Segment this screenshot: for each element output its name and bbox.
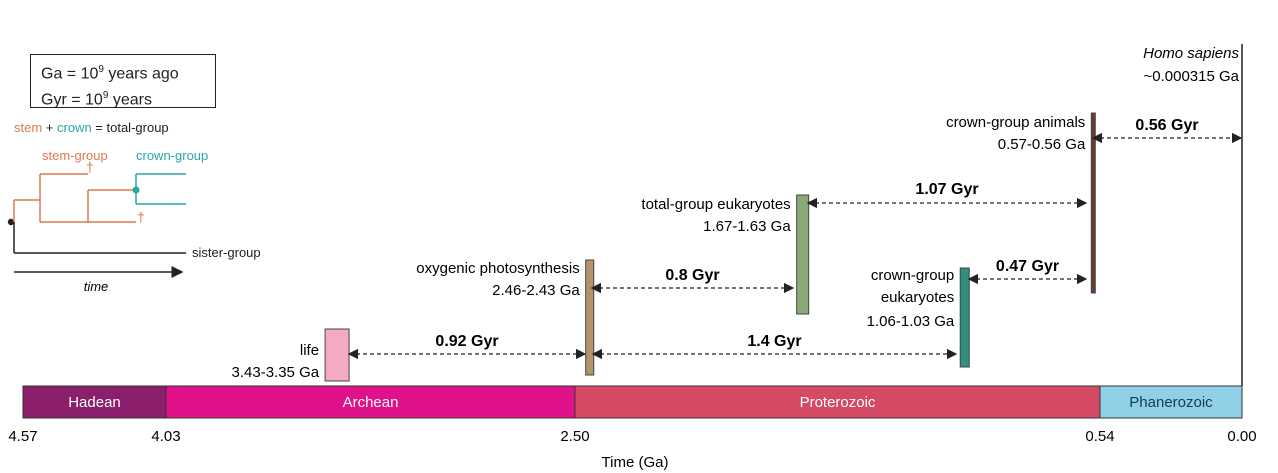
- axis-tick-0-54: 0.54: [1085, 428, 1114, 445]
- homo-sapiens-age: ~0.000315 Ga: [1143, 68, 1239, 85]
- eon-label-archean: Archean: [343, 394, 399, 411]
- event-bar-crown-group: [959, 267, 970, 368]
- gyr-definition: Gyr = 109 years: [41, 90, 152, 109]
- stem-group-label: stem-group: [42, 148, 108, 163]
- event-range-crown-group-animals: 0.57-0.56 Ga: [998, 136, 1086, 153]
- eon-phanerozoic: [1099, 385, 1243, 419]
- axis-tick-4-57: 4.57: [8, 428, 37, 445]
- event-name-oxygenic-photosynthesis: oxygenic photosynthesis: [416, 260, 579, 277]
- event-bar-crown-group-animals: [1090, 112, 1096, 294]
- event-name-line-2-crown-groupeukaryotes: eukaryotes: [881, 289, 954, 306]
- event-bar-total-group-eukaryotes: [796, 194, 810, 315]
- cladogram-inset: stem + crown = total-group stem-group cr…: [7, 120, 261, 294]
- event-name-crown-groupeukaryotes: crown-group: [871, 267, 954, 284]
- time-arrow-label: time: [84, 279, 109, 294]
- event-name-crown-group-animals: crown-group animals: [946, 114, 1085, 131]
- interval-label-0-8-gyr: 0.8 Gyr: [665, 267, 719, 284]
- homo-sapiens-label: Homo sapiens: [1143, 45, 1239, 62]
- crown-word: crown: [57, 120, 92, 135]
- unit-legend-box: Ga = 109 years ago Gyr = 109 years: [30, 54, 216, 109]
- event-bar-oxygenic-photosynthesis: [585, 259, 595, 376]
- event-name-total-group-eukaryotes: total-group eukaryotes: [641, 196, 790, 213]
- extinct-dagger-2: †: [137, 209, 145, 225]
- eon-label-proterozoic: Proterozoic: [800, 394, 876, 411]
- event-range-life: 3.43-3.35 Ga: [232, 364, 320, 381]
- interval-label-1-4-gyr: 1.4 Gyr: [747, 333, 801, 350]
- event-range-crown-groupeukaryotes: 1.06-1.03 Ga: [867, 313, 955, 330]
- axis-tick-4-03: 4.03: [151, 428, 180, 445]
- interval-arrows: 0.92 Gyr 1.4 Gyr 0.8 Gyr 1.07 Gyr 0.47 Gyr 0.…: [347, 117, 1243, 360]
- eon-label-hadean: Hadean: [68, 394, 121, 411]
- sister-group-label: sister-group: [192, 245, 261, 260]
- root-node: [7, 218, 15, 226]
- time-axis: 4.57 4.03 2.50 0.54 0.00: [8, 428, 1256, 445]
- event-bar-life: [324, 328, 350, 382]
- eon-label-phanerozoic: Phanerozoic: [1129, 394, 1213, 411]
- ga-definition: Ga = 109 years ago: [41, 64, 179, 83]
- equals-total-group: = total-group: [92, 120, 169, 135]
- crown-node: [132, 186, 140, 194]
- eon-hadean: [22, 385, 167, 419]
- crown-group-label: crown-group: [136, 148, 208, 163]
- eon-proterozoic: [574, 385, 1101, 419]
- extinct-dagger-1: †: [86, 159, 94, 175]
- stem-word: stem: [14, 120, 42, 135]
- interval-label-0-56-gyr: 0.56 Gyr: [1135, 117, 1198, 134]
- event-range-total-group-eukaryotes: 1.67-1.63 Ga: [703, 218, 791, 235]
- eon-archean: [165, 385, 576, 419]
- plus-sign: +: [42, 120, 57, 135]
- homo-sapiens-marker: Homo sapiens ~0.000315 Ga: [1143, 44, 1243, 386]
- axis-label: Time (Ga): [602, 454, 669, 471]
- interval-label-0-47-gyr: 0.47 Gyr: [996, 258, 1059, 275]
- interval-label-1-07-gyr: 1.07 Gyr: [915, 181, 978, 198]
- event-name-life: life: [300, 342, 319, 359]
- axis-tick-0-00: 0.00: [1227, 428, 1256, 445]
- total-group-definition: stem + crown = total-group: [14, 120, 169, 135]
- interval-label-0-92-gyr: 0.92 Gyr: [435, 333, 498, 350]
- axis-tick-2-50: 2.50: [560, 428, 589, 445]
- event-range-oxygenic-photosynthesis: 2.46-2.43 Ga: [492, 282, 580, 299]
- eon-bar: Hadean Archean Proterozoic Phanerozoic: [22, 385, 1243, 419]
- events: life 3.43-3.35 Ga oxygenic photosynthesis 2…: [232, 112, 1096, 382]
